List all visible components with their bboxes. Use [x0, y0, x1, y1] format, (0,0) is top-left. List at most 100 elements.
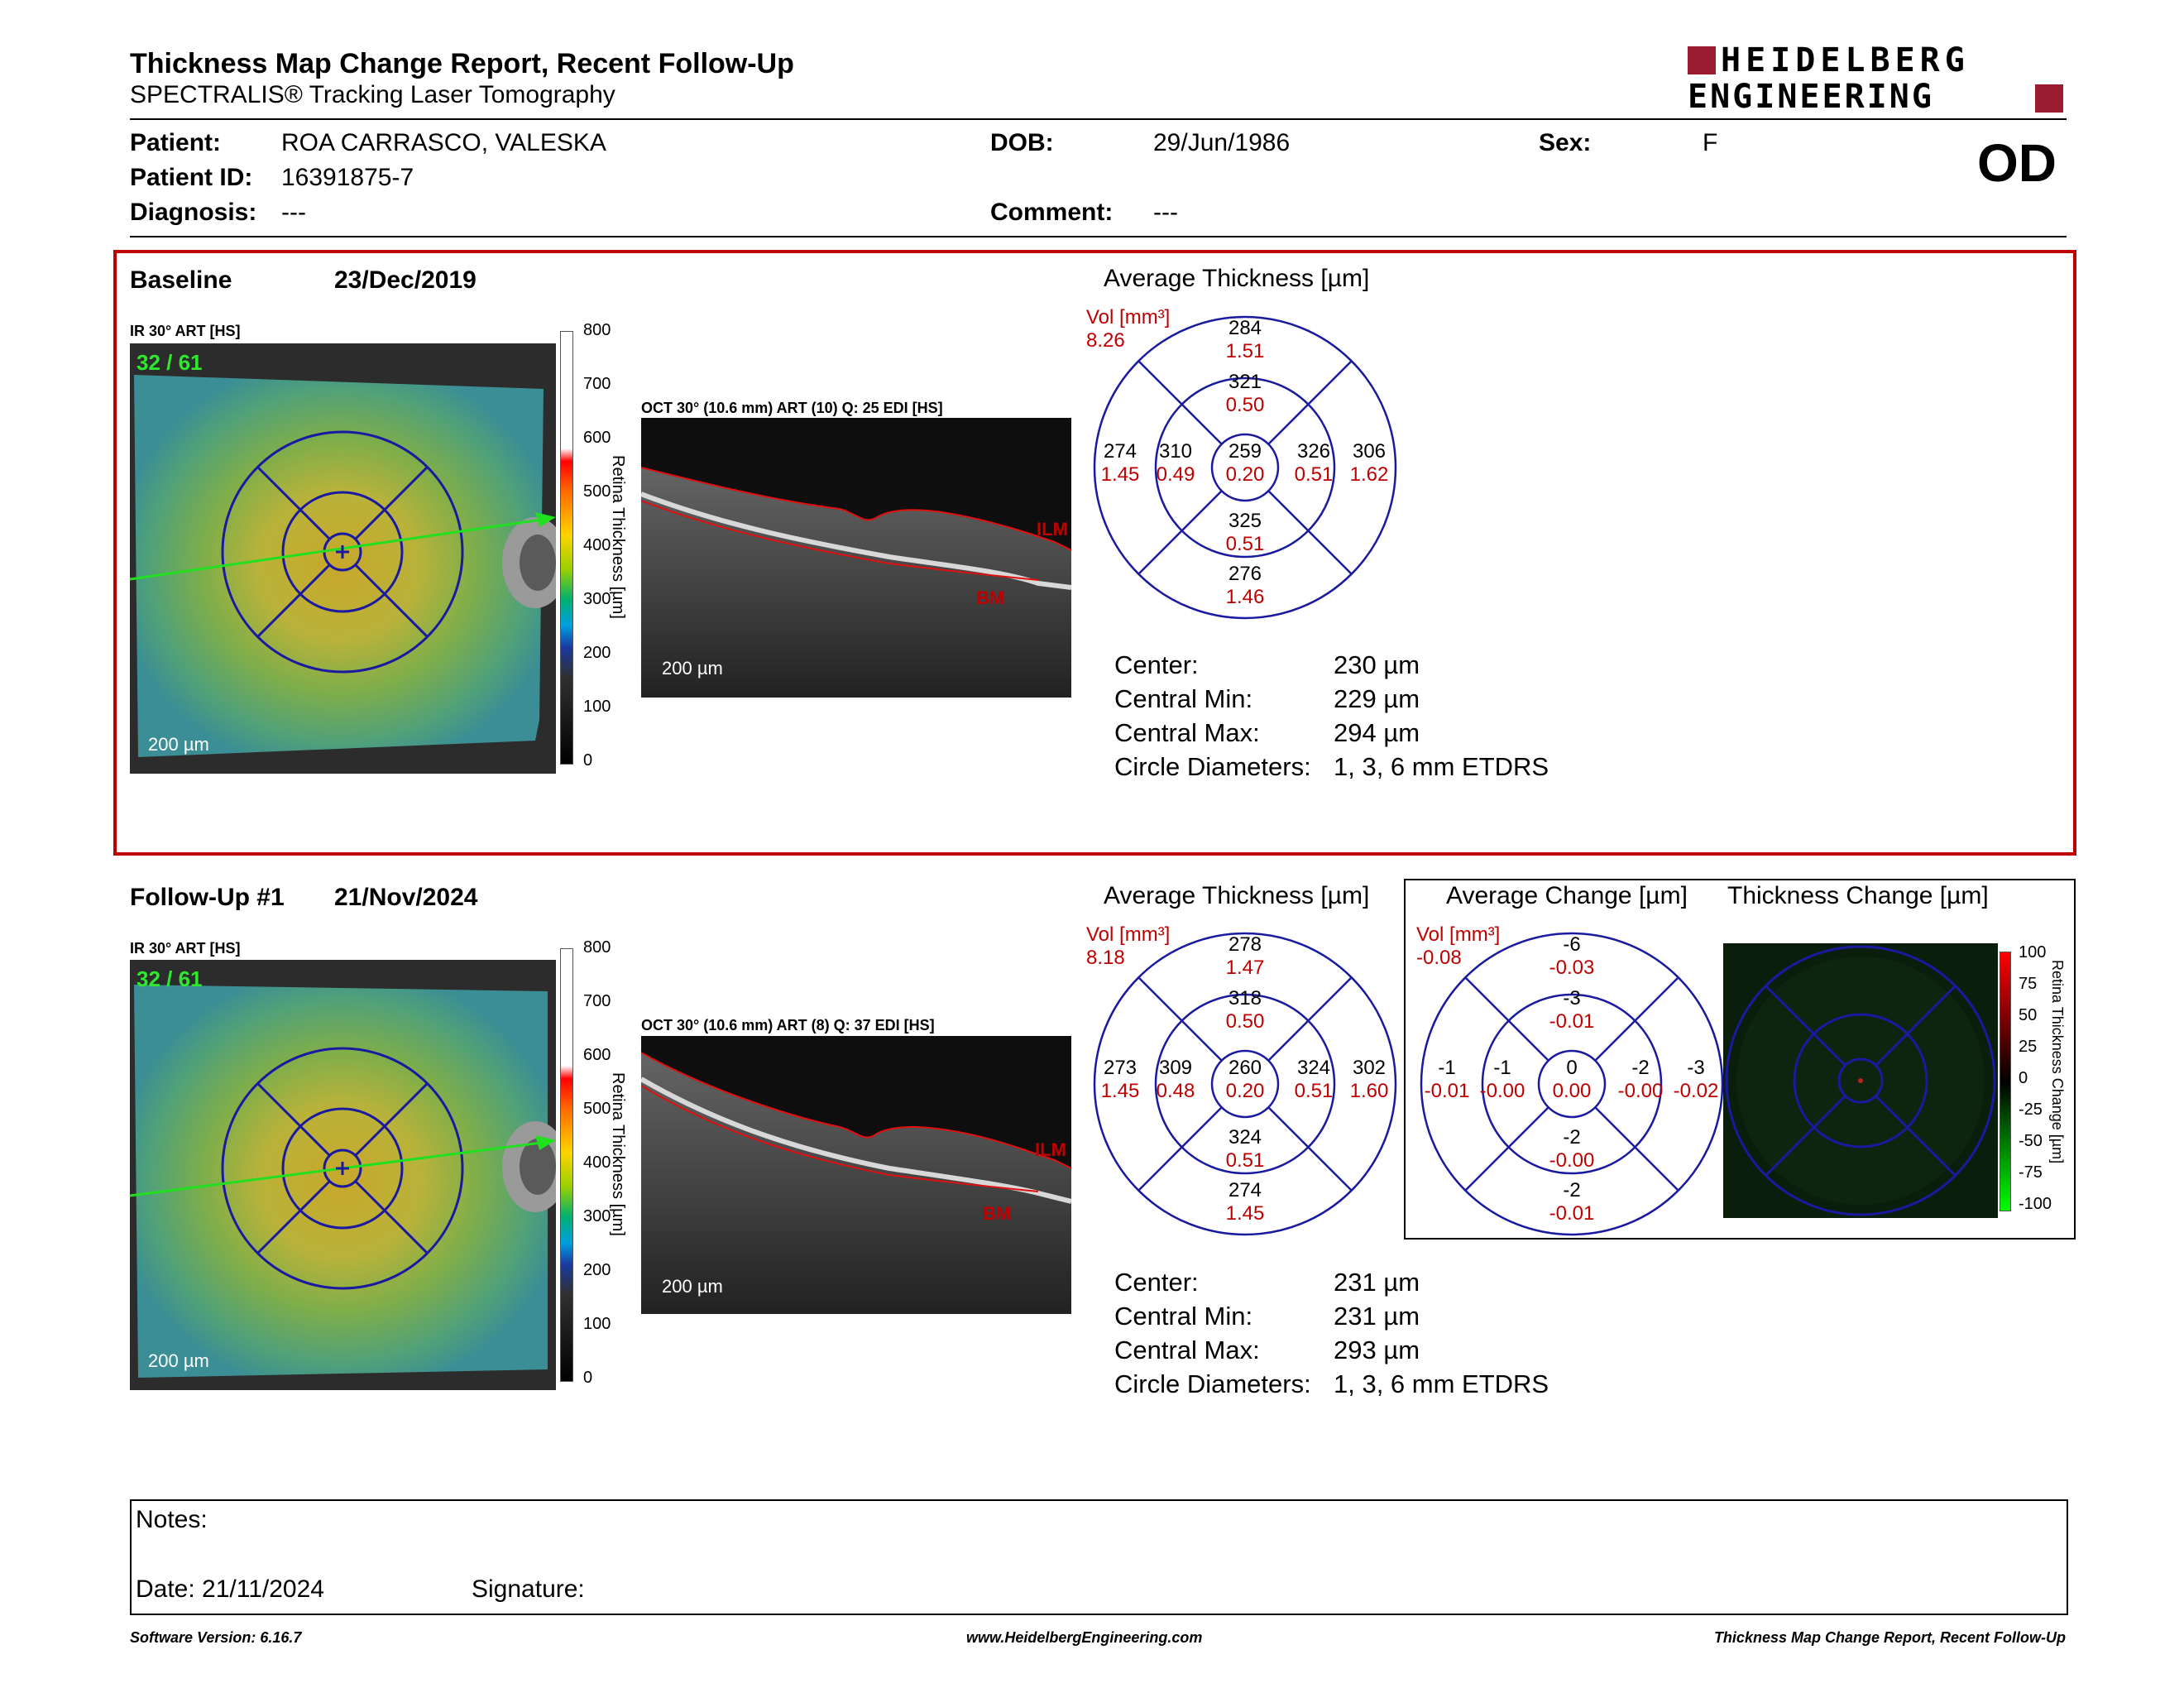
sex-label: Sex: [1539, 129, 1592, 156]
baseline-label: Baseline [130, 266, 232, 294]
stat-center-value: 230 µm [1334, 650, 1420, 679]
ir-count: 32 / 61 [136, 966, 203, 991]
change-cbar-tick: 0 [2019, 1069, 2028, 1087]
stat-center-value: 231 µm [1334, 1268, 1420, 1297]
ir-thickness-map: 32 / 61 200 µm [129, 343, 568, 774]
change-cbar-tick: -50 [2019, 1132, 2043, 1150]
patient-name: ROA CARRASCO, VALESKA [281, 129, 606, 156]
grid-center-vol: 0.20 [1225, 463, 1265, 486]
cbar-tick: 600 [583, 1046, 611, 1064]
grid-inner-nasal-vol: 0.51 [1294, 1080, 1334, 1102]
stat-center-label: Center: [1114, 650, 1199, 679]
oct-caption: OCT 30° (10.6 mm) ART (10) Q: 25 EDI [HS… [641, 400, 943, 416]
change-inner-nasal-vol: -0.00 [1617, 1080, 1664, 1102]
footer-website[interactable]: www.HeidelbergEngineering.com [966, 1629, 1203, 1646]
logo-line1: HEIDELBERG [1721, 41, 1970, 79]
cbar-tick: 800 [583, 938, 611, 957]
change-center: 0 [1566, 1057, 1578, 1079]
change-outer-temporal: -1 [1438, 1057, 1456, 1079]
ilm-label: ILM [1037, 519, 1068, 539]
stat-max-value: 293 µm [1334, 1336, 1420, 1364]
change-vol-value: -0.08 [1416, 947, 1462, 969]
change-cbar-tick: -25 [2019, 1101, 2043, 1119]
grid-inner-superior: 321 [1228, 371, 1262, 393]
change-panel [1404, 879, 2076, 1240]
grid-outer-superior-vol: 1.47 [1225, 957, 1265, 979]
thickness-colorbar [560, 331, 573, 765]
comment-label: Comment: [990, 199, 1114, 226]
ir-caption: IR 30° ART [HS] [130, 940, 241, 957]
cbar-tick: 500 [583, 482, 611, 501]
notes-label: Notes: [136, 1506, 208, 1533]
ir-caption: IR 30° ART [HS] [130, 323, 241, 339]
stat-min-value: 231 µm [1334, 1302, 1420, 1331]
vol-value: 8.26 [1086, 329, 1125, 352]
cbar-tick: 0 [583, 751, 593, 770]
patient-id: 16391875-7 [281, 164, 414, 191]
avg-thickness-title: Average Thickness [µm] [1104, 265, 1370, 292]
grid-inner-superior: 318 [1228, 987, 1262, 1009]
avg-thickness-title: Average Thickness [µm] [1104, 882, 1370, 909]
oct-scale: 200 µm [662, 1276, 723, 1297]
colorbar-label: Retina Thickness [µm] [609, 455, 627, 619]
grid-outer-superior-vol: 1.51 [1225, 340, 1265, 362]
ir-scale: 200 µm [148, 734, 209, 755]
oct-caption: OCT 30° (10.6 mm) ART (8) Q: 37 EDI [HS] [641, 1017, 935, 1033]
change-inner-inferior-vol: -0.00 [1549, 1149, 1595, 1172]
change-cbar-tick: 25 [2019, 1038, 2038, 1056]
comment-value: --- [1153, 199, 1178, 226]
oct-scale: 200 µm [662, 658, 723, 679]
change-outer-superior: -6 [1563, 933, 1581, 956]
notes-box[interactable] [130, 1499, 2068, 1615]
oct-bscan: ILM BM 200 µm [639, 1036, 1072, 1314]
baseline-date: 23/Dec/2019 [334, 266, 477, 294]
ir-count: 32 / 61 [136, 350, 203, 375]
vol-label: Vol [mm³] [1086, 306, 1171, 328]
grid-inner-temporal: 310 [1158, 440, 1193, 463]
report-subtitle: SPECTRALIS® Tracking Laser Tomography [130, 81, 615, 108]
stat-min-label: Central Min: [1114, 684, 1253, 713]
colorbar-label: Retina Thickness [µm] [609, 1072, 627, 1236]
logo-line2: ENGINEERING [1688, 78, 1934, 116]
grid-inner-inferior-vol: 0.51 [1225, 533, 1265, 555]
ir-scale: 200 µm [148, 1350, 209, 1371]
grid-inner-nasal: 326 [1296, 440, 1331, 463]
change-colorbar-label: Retina Thickness Change [µm] [2049, 960, 2066, 1164]
grid-outer-temporal: 273 [1103, 1057, 1138, 1079]
change-outer-temporal-vol: -0.01 [1424, 1080, 1470, 1102]
followup-label: Follow-Up #1 [130, 884, 285, 911]
grid-center-vol: 0.20 [1225, 1080, 1265, 1102]
change-cbar-tick: -75 [2019, 1163, 2043, 1182]
grid-outer-temporal: 274 [1103, 440, 1138, 463]
change-cbar-tick: 50 [2019, 1006, 2038, 1024]
grid-inner-temporal-vol: 0.49 [1156, 463, 1195, 486]
diagnosis-label: Diagnosis: [130, 199, 257, 226]
stat-min-label: Central Min: [1114, 1302, 1253, 1331]
change-cbar-tick: 75 [2019, 975, 2038, 993]
change-cbar-tick: 100 [2019, 943, 2047, 961]
grid-inner-superior-vol: 0.50 [1225, 394, 1265, 416]
grid-outer-temporal-vol: 1.45 [1100, 1080, 1140, 1102]
footer-report-name: Thickness Map Change Report, Recent Foll… [1713, 1629, 2066, 1646]
cbar-tick: 100 [583, 698, 611, 716]
change-outer-inferior-vol: -0.01 [1549, 1202, 1595, 1225]
grid-outer-nasal-vol: 1.62 [1349, 463, 1389, 486]
dob-label: DOB: [990, 129, 1054, 156]
cbar-tick: 0 [583, 1369, 593, 1387]
stat-max-label: Central Max: [1114, 718, 1260, 747]
brand-logo: HEIDELBERG ENGINEERING [1688, 41, 2068, 116]
change-outer-superior-vol: -0.03 [1549, 957, 1595, 979]
grid-center: 260 [1228, 1057, 1262, 1079]
stat-circle-label: Circle Diameters: [1114, 752, 1311, 781]
grid-outer-nasal: 302 [1352, 1057, 1387, 1079]
grid-inner-temporal: 309 [1158, 1057, 1193, 1079]
cbar-tick: 600 [583, 429, 611, 447]
stat-max-label: Central Max: [1114, 1336, 1260, 1364]
grid-outer-inferior: 274 [1228, 1179, 1262, 1201]
change-inner-superior-vol: -0.01 [1549, 1010, 1595, 1033]
grid-outer-nasal: 306 [1352, 440, 1387, 463]
change-outer-inferior: -2 [1563, 1179, 1581, 1201]
stat-circle-label: Circle Diameters: [1114, 1369, 1311, 1398]
change-inner-inferior: -2 [1563, 1126, 1581, 1149]
thickness-change-map [1723, 943, 1998, 1218]
